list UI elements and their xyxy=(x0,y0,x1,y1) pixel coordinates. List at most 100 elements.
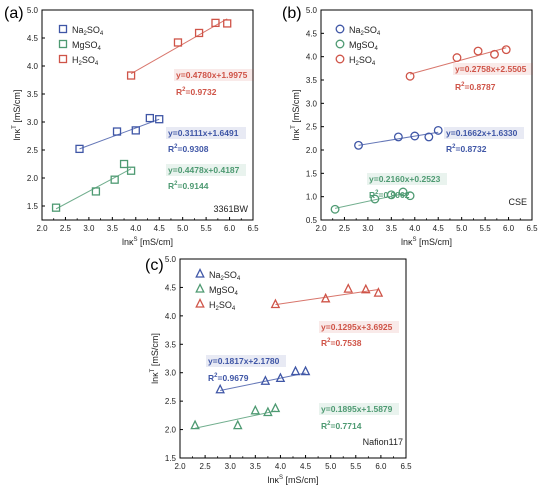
y-tick-label: 2.0 xyxy=(165,426,177,435)
y-tick-label: 3.0 xyxy=(165,369,177,378)
series-mg: y=0.1895x+1.5879 R2=0.7714 xyxy=(190,402,399,431)
data-point xyxy=(75,144,84,154)
legend-marker xyxy=(195,283,205,293)
fit-r2: R2=0.7538 xyxy=(321,338,362,348)
chart-panel-2: (b) 2.0 2.5 3.0 3.5 4.0 4.5 5.0 5.5 6.0 6.5 0.5 1.0 1… xyxy=(282,5,538,247)
fit-r2-label: R xyxy=(446,144,452,154)
legend-entry-mg: MgSO4 xyxy=(335,39,379,52)
y-axis-label-main: lnκ xyxy=(150,372,160,384)
x-tick-label: 4.0 xyxy=(130,224,142,233)
legend-label-end: SO xyxy=(222,285,235,295)
legend-label-sub2: 4 xyxy=(375,46,379,52)
fit-r2-sup: 2 xyxy=(182,87,186,93)
y-tick-label: 5.0 xyxy=(27,6,39,15)
data-point xyxy=(126,166,136,175)
fit-r2: R2=0.8787 xyxy=(455,82,496,92)
panel-label: (b) xyxy=(282,5,302,22)
data-point xyxy=(250,404,261,415)
x-axis-label-unit: [mS/cm] xyxy=(283,475,319,485)
legend-label-end: SO xyxy=(85,40,98,50)
panel-corner-label: Nafion117 xyxy=(363,437,403,447)
data-point xyxy=(145,113,154,123)
legend-entry-na: Na2SO4 xyxy=(58,24,104,37)
x-axis-label-main: lnκ xyxy=(122,237,134,247)
x-tick-label: 5.0 xyxy=(177,224,189,233)
fit-r2: R2=0.9679 xyxy=(208,373,249,383)
fit-r2: R2=0.7714 xyxy=(321,421,362,431)
legend-label-sub2: 4 xyxy=(95,61,99,67)
data-point xyxy=(354,140,363,150)
legend-label-sub: 2 xyxy=(356,61,360,67)
data-point xyxy=(410,131,420,141)
x-tick-label: 2.5 xyxy=(200,462,212,471)
y-tick-label: 3.5 xyxy=(27,90,39,99)
data-point xyxy=(119,159,129,169)
y-tick-label: 2.5 xyxy=(27,146,39,155)
fit-label-bg xyxy=(206,355,286,367)
data-point xyxy=(393,132,403,142)
data-point xyxy=(300,365,311,376)
y-tick-label: 0.5 xyxy=(306,216,318,225)
data-point xyxy=(263,406,273,417)
fit-r2-sup: 2 xyxy=(174,181,178,187)
y-tick-label: 3.5 xyxy=(165,340,177,349)
fit-line xyxy=(55,168,132,210)
x-tick-label: 5.0 xyxy=(325,462,337,471)
x-tick-label: 4.5 xyxy=(300,462,312,471)
legend-label-sub: 2 xyxy=(216,306,220,312)
legend-label: MgSO4 xyxy=(349,40,379,52)
legend-label-main: Mg xyxy=(349,40,362,50)
fit-r2-value: =0.9732 xyxy=(185,87,216,97)
legend-marker xyxy=(195,268,205,278)
data-point xyxy=(194,28,204,38)
x-axis-label: lnκS [mS/cm] xyxy=(401,237,452,247)
series-mg: y=0.4478x+0.4187 R2=0.9144 xyxy=(51,159,246,212)
series-h: y=0.4780x+1.9975 R2=0.9732 xyxy=(126,18,254,97)
data-point xyxy=(223,19,232,28)
data-point xyxy=(373,287,384,297)
y-axis-label: lnκT [mS/cm] xyxy=(150,333,160,384)
x-tick-label: 5.5 xyxy=(201,224,213,233)
legend-marker xyxy=(58,39,68,49)
fit-r2: R2=0.9308 xyxy=(168,144,209,154)
legend-marker xyxy=(335,39,345,49)
fit-r2: R2=0.8732 xyxy=(446,144,487,154)
fit-r2-sup: 2 xyxy=(327,338,331,344)
y-axis-label-sup: T xyxy=(291,125,297,129)
data-point xyxy=(110,175,119,184)
fit-r2-sup: 2 xyxy=(375,190,379,196)
legend-marker xyxy=(58,24,68,34)
data-point xyxy=(270,402,281,413)
fit-label-bg xyxy=(166,164,246,176)
y-tick-label: 4.0 xyxy=(165,312,177,321)
y-tick-label: 4.5 xyxy=(306,29,318,38)
x-tick-label: 4.0 xyxy=(409,224,421,233)
data-point xyxy=(405,191,415,201)
x-axis-label-main: lnκ xyxy=(401,237,413,247)
legend-label-sub: 2 xyxy=(79,61,83,67)
fit-r2-value: =0.9144 xyxy=(177,181,208,191)
legend-entry-mg: MgSO4 xyxy=(58,39,102,52)
fit-line xyxy=(79,118,160,150)
data-point xyxy=(290,365,301,376)
legend-marker xyxy=(335,54,345,64)
series-h: y=0.2758x+2.5505 R2=0.8787 xyxy=(405,45,533,92)
legend-label-main: H xyxy=(209,300,216,310)
chart-panel-3: (c)2.0 2.5 3.0 3.5 4.0 4.5 5.0 5.5 6.0 6.51.52.02… xyxy=(145,255,412,485)
y-axis-label-main: lnκ xyxy=(12,128,22,140)
y-tick-label: 4.5 xyxy=(165,283,177,292)
fit-equation: y=0.1817x+2.1780 xyxy=(208,356,280,366)
data-point xyxy=(190,419,200,430)
fit-line xyxy=(358,131,439,146)
fit-label-bg xyxy=(319,403,399,415)
data-point xyxy=(260,375,271,385)
fit-r2-label: R xyxy=(168,144,174,154)
y-tick-label: 4.0 xyxy=(306,53,318,62)
fit-equation: y=0.3111x+1.6491 xyxy=(168,128,239,138)
fit-r2-sup: 2 xyxy=(327,421,331,427)
data-point xyxy=(91,187,101,196)
legend-label-end: SO xyxy=(362,40,375,50)
x-axis-label-sup: S xyxy=(134,237,138,243)
series-na: y=0.1662x+1.6330 R2=0.8732 xyxy=(354,125,524,154)
